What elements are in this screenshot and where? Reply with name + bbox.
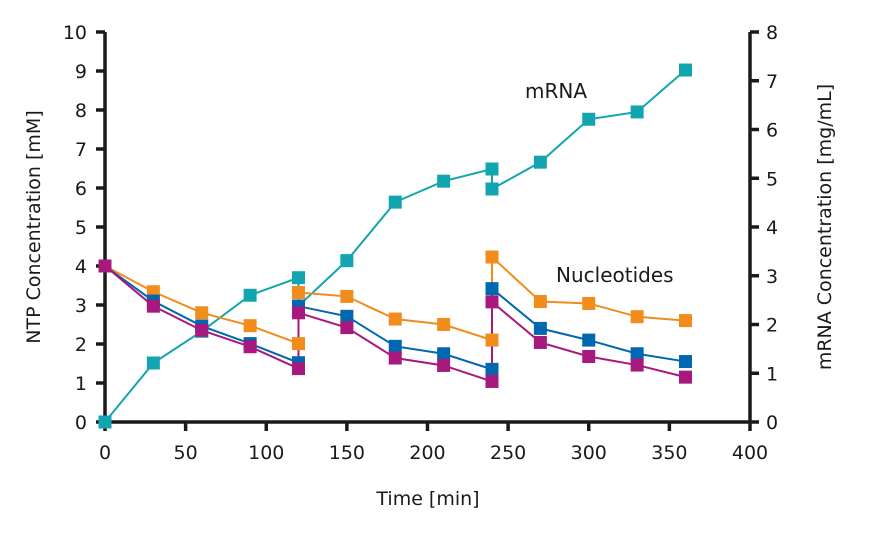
series-marks xyxy=(98,63,692,429)
data-point-series-2 xyxy=(146,299,160,313)
data-point-series-2 xyxy=(485,295,499,309)
data-point-series-1 xyxy=(533,321,547,335)
data-point-series-0 xyxy=(292,286,305,300)
data-point-series-3 xyxy=(388,195,402,209)
data-point-series-3 xyxy=(98,415,112,429)
left-y-tick-label: 4 xyxy=(75,256,87,278)
right-y-tick-label: 6 xyxy=(766,120,778,142)
data-point-series-1 xyxy=(437,347,451,361)
series-line-3 xyxy=(104,69,687,423)
data-point-series-0 xyxy=(243,319,257,333)
data-point-series-2 xyxy=(340,321,354,335)
data-point-series-0 xyxy=(195,306,209,320)
left-y-tick-label: 7 xyxy=(75,139,87,161)
x-tick-label: 50 xyxy=(174,442,198,464)
data-point-series-2 xyxy=(98,259,112,273)
data-point-series-2 xyxy=(292,306,305,320)
data-point-series-0 xyxy=(582,296,596,310)
annotation-mrna: mRNA xyxy=(525,79,587,103)
right-y-tick-label: 4 xyxy=(766,217,778,239)
data-point-series-0 xyxy=(340,289,354,303)
data-point-series-0 xyxy=(485,250,499,264)
data-point-series-0 xyxy=(292,337,305,351)
data-point-series-1 xyxy=(630,347,644,361)
data-point-series-3 xyxy=(630,105,644,119)
left-y-axis-label: NTP Concentration [mM] xyxy=(23,110,45,344)
data-point-series-1 xyxy=(388,339,402,353)
left-y-tick-label: 3 xyxy=(75,295,87,317)
right-y-tick-label: 3 xyxy=(766,266,778,288)
data-point-series-2 xyxy=(485,374,499,388)
data-point-series-2 xyxy=(195,323,209,337)
data-point-series-1 xyxy=(485,362,499,376)
data-point-series-3 xyxy=(485,182,499,196)
data-point-series-3 xyxy=(340,254,354,268)
left-y-tick-label: 2 xyxy=(75,334,87,356)
left-y-tick-label: 5 xyxy=(75,217,87,239)
axes: 0 50 100 150 200 250 300 350 4000123456789100123… xyxy=(63,22,778,464)
right-y-axis-label: mRNA Concentration [mg/mL] xyxy=(814,84,836,370)
data-point-series-1 xyxy=(485,282,499,296)
left-y-tick-label: 9 xyxy=(75,61,87,83)
data-point-series-1 xyxy=(340,309,354,323)
x-tick-label: 400 xyxy=(732,442,768,464)
right-y-tick-label: 5 xyxy=(766,168,778,190)
left-y-tick-label: 6 xyxy=(75,178,87,200)
right-y-tick-label: 2 xyxy=(766,315,778,337)
data-point-series-3 xyxy=(533,155,547,169)
data-point-series-2 xyxy=(388,351,402,365)
data-point-series-3 xyxy=(292,271,305,285)
data-point-series-0 xyxy=(437,318,451,331)
data-point-series-3 xyxy=(582,112,596,126)
x-tick-label: 200 xyxy=(409,442,445,464)
data-point-series-3 xyxy=(485,162,499,176)
data-point-series-0 xyxy=(533,294,547,308)
left-y-tick-label: 8 xyxy=(75,100,87,122)
data-point-series-2 xyxy=(679,370,692,384)
data-point-series-0 xyxy=(485,333,499,347)
data-point-series-2 xyxy=(533,335,547,349)
data-point-series-2 xyxy=(630,358,644,372)
x-tick-label: 300 xyxy=(571,442,607,464)
data-point-series-1 xyxy=(582,333,596,347)
x-tick-label: 0 xyxy=(99,442,111,464)
right-y-tick-label: 7 xyxy=(766,71,778,93)
data-point-series-0 xyxy=(388,312,402,326)
x-tick-label: 150 xyxy=(329,442,365,464)
data-point-series-0 xyxy=(679,314,692,328)
x-tick-label: 100 xyxy=(248,442,284,464)
data-point-series-3 xyxy=(146,356,160,370)
left-y-tick-label: 1 xyxy=(75,373,87,395)
x-tick-label: 350 xyxy=(651,442,687,464)
left-y-tick-label: 0 xyxy=(75,412,87,434)
data-point-series-3 xyxy=(243,288,257,302)
data-point-series-3 xyxy=(679,63,692,77)
right-y-tick-label: 0 xyxy=(766,412,778,434)
x-tick-label: 250 xyxy=(490,442,526,464)
right-y-tick-label: 1 xyxy=(766,363,778,385)
data-point-series-0 xyxy=(630,310,644,324)
right-y-tick-label: 8 xyxy=(766,22,778,44)
annotation-nucleotides: Nucleotides xyxy=(556,263,674,287)
data-point-series-3 xyxy=(437,174,451,188)
data-point-series-2 xyxy=(292,362,305,376)
left-y-tick-label: 10 xyxy=(63,22,87,44)
data-point-series-2 xyxy=(582,349,596,363)
data-point-series-2 xyxy=(437,358,451,372)
data-point-series-2 xyxy=(243,340,257,354)
data-point-series-1 xyxy=(679,355,692,369)
x-axis-label: Time [min] xyxy=(375,488,479,510)
